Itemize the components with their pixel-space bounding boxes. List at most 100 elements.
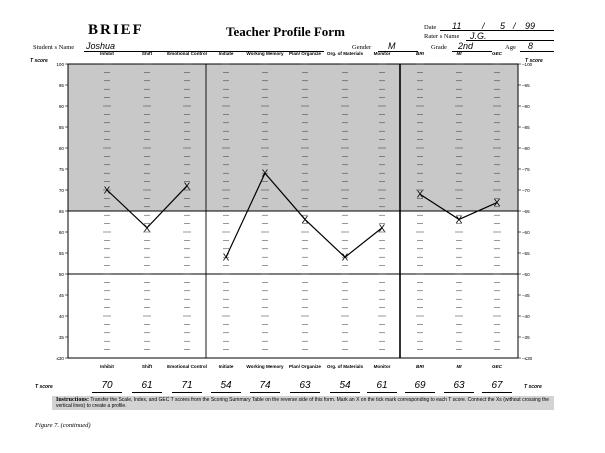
score-underline (444, 392, 474, 393)
profile-line (419, 193, 498, 221)
y-label-right: –100 (522, 62, 533, 67)
rater-underline (466, 40, 554, 41)
score-underline (92, 392, 122, 393)
scale-header-top-11: GEC (492, 51, 502, 56)
scale-header-top-1: Inhibit (100, 51, 114, 56)
y-label-right: –80 (522, 146, 530, 151)
score-mark-2: X (144, 223, 151, 234)
y-label-right: –90 (522, 104, 530, 109)
score-mark-4: X (223, 253, 230, 264)
score-value-5: 74 (259, 380, 271, 391)
y-label-right: –≤30 (522, 356, 533, 361)
form-title: Teacher Profile Form (226, 24, 345, 39)
date-label: Date (424, 24, 437, 31)
scale-header-bottom-8: Monitor (373, 364, 391, 369)
scale-header-top-3: Emotional Control (167, 51, 207, 56)
scale-header-bottom-10: MI (456, 364, 462, 369)
grade-value: 2nd (458, 41, 474, 51)
scale-header-top-9: BRI (416, 51, 424, 56)
score-value-2: 61 (141, 380, 153, 391)
scale-header-bottom-6: Plan/ Organize (289, 364, 321, 369)
t-score-label-bottom-left: T score (35, 384, 53, 390)
y-label-left: 45 (59, 293, 65, 298)
y-label-left: 75 (59, 167, 65, 172)
instructions-text: Transfer the Scale, Index, and GEC T sco… (56, 397, 550, 409)
scale-header-top-4: Initiate (218, 51, 234, 56)
scale-header-bottom-7: Org. of Materials (326, 364, 364, 369)
score-underline (367, 392, 397, 393)
y-label-left: 80 (59, 146, 65, 151)
y-label-right: –45 (522, 293, 530, 298)
scale-header-bottom-3: Emotional Control (167, 364, 207, 369)
score-underline (482, 392, 512, 393)
score-mark-6: X (302, 215, 309, 226)
scale-header-bottom-1: Inhibit (100, 364, 114, 369)
y-label-right: –40 (522, 314, 530, 319)
y-label-left: 100 (56, 62, 64, 67)
date-month: 11 (452, 21, 462, 31)
score-value-4: 54 (220, 380, 232, 391)
score-value-3: 71 (181, 380, 193, 391)
age-label: Age (505, 44, 516, 51)
profile-line (106, 185, 188, 229)
y-label-right: –55 (522, 251, 530, 256)
score-mark-11: X (494, 198, 501, 209)
date-year: 99 (525, 21, 536, 31)
scale-header-top-5: Working Memory (246, 51, 284, 56)
score-mark-1: X (104, 186, 111, 197)
score-underline (250, 392, 280, 393)
score-value-8: 61 (376, 380, 388, 391)
y-label-left: 55 (59, 251, 65, 256)
scale-header-bottom-2: Shift (141, 364, 153, 369)
student-underline (84, 51, 324, 52)
score-mark-7: X (342, 253, 349, 264)
y-label-left: 85 (59, 125, 65, 130)
age-underline (520, 51, 554, 52)
t-score-label-bottom-right: T score (524, 384, 542, 390)
scale-header-top-7: Org. of Materials (326, 51, 364, 56)
date-sep-2: / (513, 21, 516, 31)
instructions-box: Instructions: Transfer the Scale, Index,… (52, 396, 554, 410)
score-value-11: 67 (491, 380, 503, 391)
clinical-shade (68, 64, 518, 211)
student-label: Student s Name (33, 44, 75, 51)
age-value: 8 (528, 41, 534, 51)
y-label-right: –95 (522, 83, 530, 88)
rater-name: J.G. (470, 31, 487, 41)
grade-underline (452, 51, 492, 52)
y-label-right: –65 (522, 209, 530, 214)
scale-header-top-6: Plan/ Organize (289, 51, 321, 56)
score-mark-5: X (262, 169, 269, 180)
figure-caption: Figure 7. (continued) (35, 422, 91, 429)
y-label-right: –35 (522, 335, 530, 340)
t-score-label-top-right: T score (525, 58, 543, 64)
score-underline (290, 392, 320, 393)
score-underline (211, 392, 241, 393)
score-mark-8: X (379, 223, 386, 234)
gender-value: M (388, 41, 396, 51)
y-label-left: 65 (59, 209, 65, 214)
grade-label: Grade (431, 44, 447, 51)
rater-label: Rater s Name (424, 33, 460, 40)
date-day: 5 (500, 21, 506, 31)
score-value-6: 63 (299, 380, 311, 391)
score-mark-9: X (417, 190, 424, 201)
student-name: Joshua (86, 41, 116, 51)
y-label-left: ≤30 (56, 356, 64, 361)
date-underline (440, 30, 554, 31)
scale-header-bottom-5: Working Memory (246, 364, 284, 369)
y-label-right: –75 (522, 167, 530, 172)
score-underline (132, 392, 162, 393)
profile-line (225, 172, 383, 258)
y-label-right: –85 (522, 125, 530, 130)
y-label-left: 70 (59, 188, 65, 193)
scale-header-top-10: MI (456, 51, 462, 56)
date-sep-1: / (482, 21, 485, 31)
y-label-left: 95 (59, 83, 65, 88)
score-value-1: 70 (101, 380, 113, 391)
t-score-label-top-left: T score (30, 58, 48, 64)
score-underline (330, 392, 360, 393)
score-value-10: 63 (453, 380, 465, 391)
gender-label: Gender (352, 44, 372, 51)
